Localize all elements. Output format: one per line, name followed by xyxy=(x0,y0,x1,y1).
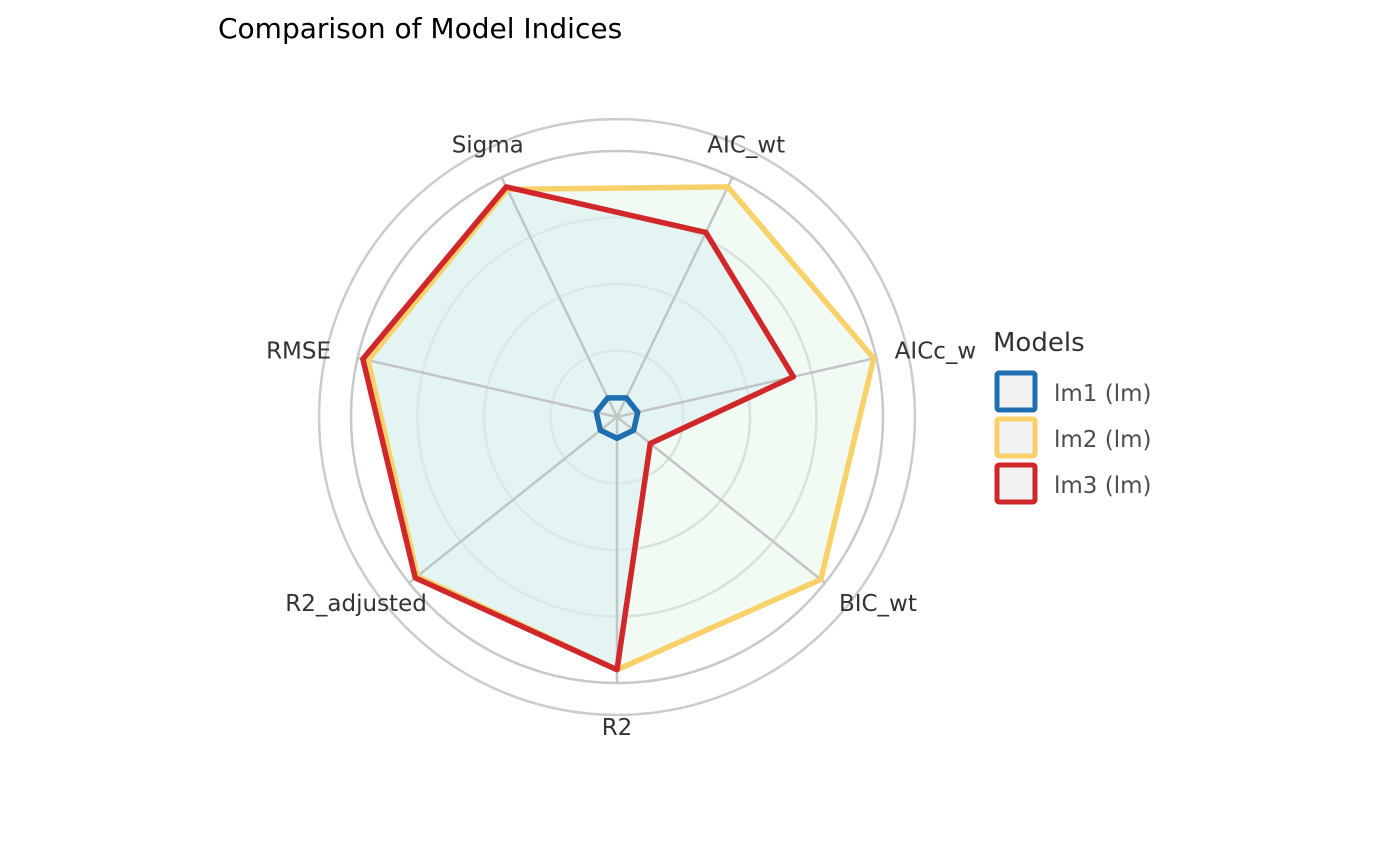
legend-label-2: lm2 (lm) xyxy=(1054,427,1151,453)
legend-key-3 xyxy=(994,462,1038,505)
axis-label: Sigma xyxy=(452,133,524,159)
axis-label: BIC_wt xyxy=(839,591,917,617)
series-fills xyxy=(362,186,874,670)
legend-key-2 xyxy=(994,416,1038,459)
grid-ring xyxy=(317,117,917,717)
axis-label: R2_adjusted xyxy=(285,591,427,617)
legend-items: lm1 (lm) lm2 (lm) lm3 (lm) xyxy=(994,370,1151,505)
axis-spoke xyxy=(615,176,734,418)
series-line-2 xyxy=(365,184,877,673)
axis-spoke xyxy=(616,356,877,419)
axis-label: RMSE xyxy=(266,339,331,365)
series-line-1 xyxy=(593,395,641,442)
legend-label-1: lm1 (lm) xyxy=(1054,381,1151,407)
series-fill-3 xyxy=(362,186,794,670)
legend-title: Models xyxy=(993,328,1085,358)
axis-label: R2 xyxy=(602,715,633,741)
axis-spoke xyxy=(357,356,618,419)
legend-key-1 xyxy=(994,370,1038,413)
legend: Models lm1 (lm) lm2 (lm) lm3 (lm) xyxy=(993,328,1151,505)
axis-label: AICc_w xyxy=(895,339,977,365)
axis-label: AIC_wt xyxy=(707,133,785,159)
axis-spoke xyxy=(500,176,619,418)
axis-spoke xyxy=(408,416,618,584)
axis-labels: Sigma AIC_wt AICc_w BIC_wt R2 R2_adjusted RMSE xyxy=(266,133,976,741)
legend-label-3: lm3 (lm) xyxy=(1054,473,1151,499)
series-line-3 xyxy=(360,184,797,673)
chart-title: Comparison of Model Indices xyxy=(218,12,622,45)
series-lines xyxy=(360,184,877,673)
